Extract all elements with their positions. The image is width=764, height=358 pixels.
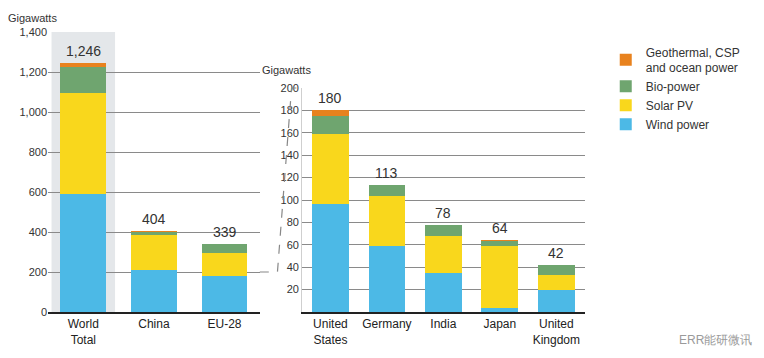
svg-text:40: 40: [287, 261, 299, 273]
svg-text:UnitedStates: UnitedStates: [313, 317, 348, 347]
svg-text:140: 140: [281, 149, 299, 161]
svg-text:Gigawatts: Gigawatts: [262, 64, 311, 76]
svg-text:UnitedKingdom: UnitedKingdom: [533, 317, 580, 347]
svg-text:Japan: Japan: [483, 317, 516, 331]
svg-text:20: 20: [287, 283, 299, 295]
svg-text:404: 404: [142, 211, 166, 227]
svg-text:India: India: [430, 317, 456, 331]
svg-text:80: 80: [287, 216, 299, 228]
svg-text:WorldTotal: WorldTotal: [68, 317, 99, 347]
svg-text:113: 113: [375, 165, 398, 181]
svg-text:160: 160: [281, 127, 299, 139]
svg-text:ERR能研微讯: ERR能研微讯: [679, 333, 752, 347]
svg-text:EU-28: EU-28: [207, 317, 241, 331]
svg-text:64: 64: [492, 220, 508, 236]
svg-text:Geothermal, CSPand ocean power: Geothermal, CSPand ocean power: [646, 46, 740, 76]
svg-text:200: 200: [281, 82, 299, 94]
svg-text:180: 180: [281, 104, 299, 116]
svg-text:Gigawatts: Gigawatts: [8, 12, 57, 24]
svg-text:1,246: 1,246: [66, 43, 101, 59]
svg-text:0: 0: [41, 306, 47, 318]
svg-text:60: 60: [287, 239, 299, 251]
svg-text:Germany: Germany: [362, 317, 411, 331]
svg-text:42: 42: [548, 245, 564, 261]
svg-text:120: 120: [281, 171, 299, 183]
svg-text:200: 200: [29, 266, 47, 278]
svg-text:1,400: 1,400: [19, 26, 47, 38]
svg-text:Solar PV: Solar PV: [646, 99, 693, 113]
svg-text:800: 800: [29, 146, 47, 158]
svg-text:Bio-power: Bio-power: [646, 80, 700, 94]
svg-text:400: 400: [29, 226, 47, 238]
svg-text:339: 339: [213, 224, 237, 240]
svg-text:600: 600: [29, 186, 47, 198]
svg-text:100: 100: [281, 194, 299, 206]
svg-text:1,000: 1,000: [19, 106, 47, 118]
svg-text:78: 78: [435, 205, 451, 221]
svg-text:180: 180: [318, 90, 342, 106]
svg-text:China: China: [138, 317, 170, 331]
svg-text:1,200: 1,200: [19, 66, 47, 78]
svg-text:Wind power: Wind power: [646, 118, 709, 132]
